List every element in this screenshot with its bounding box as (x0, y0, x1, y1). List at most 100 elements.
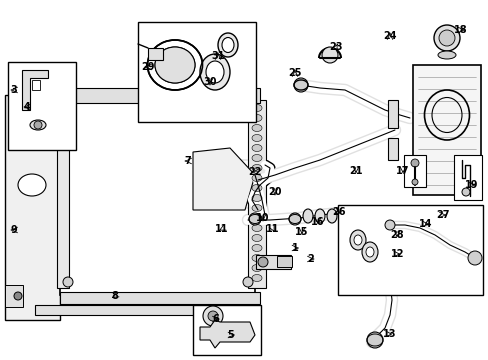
Bar (453, 155, 481, 200)
Circle shape (63, 103, 73, 113)
Circle shape (243, 277, 252, 287)
Ellipse shape (365, 247, 373, 257)
Text: 27: 27 (435, 210, 449, 220)
Ellipse shape (251, 165, 262, 171)
Text: 16: 16 (311, 217, 324, 227)
Ellipse shape (251, 194, 262, 202)
Ellipse shape (326, 209, 336, 223)
Ellipse shape (361, 242, 377, 262)
Circle shape (248, 213, 261, 225)
Circle shape (203, 306, 223, 326)
Ellipse shape (251, 274, 262, 282)
Ellipse shape (251, 244, 262, 252)
Circle shape (14, 292, 22, 300)
Ellipse shape (303, 209, 312, 223)
Text: 24: 24 (383, 31, 396, 41)
Bar (387, 100, 397, 128)
Bar (403, 155, 425, 187)
Ellipse shape (251, 135, 262, 141)
Bar (256, 255, 290, 269)
Bar (138, 22, 256, 122)
Text: 5: 5 (227, 330, 234, 340)
Circle shape (461, 188, 469, 196)
Text: 21: 21 (348, 166, 362, 176)
Ellipse shape (251, 104, 262, 112)
Text: 6: 6 (212, 314, 219, 324)
Ellipse shape (155, 47, 195, 83)
Circle shape (433, 25, 459, 51)
Circle shape (258, 257, 267, 267)
Circle shape (438, 30, 454, 46)
Circle shape (278, 258, 285, 266)
Circle shape (207, 311, 218, 321)
Ellipse shape (251, 255, 262, 261)
Text: 11: 11 (215, 224, 228, 234)
Bar (247, 100, 265, 288)
Bar (60, 292, 260, 304)
Ellipse shape (18, 174, 46, 196)
Ellipse shape (251, 215, 262, 221)
Circle shape (288, 213, 301, 225)
Bar (387, 138, 397, 160)
Bar (148, 48, 163, 60)
Text: 4: 4 (23, 102, 30, 112)
Circle shape (467, 251, 481, 265)
Text: 29: 29 (141, 62, 154, 72)
Text: 8: 8 (111, 291, 118, 301)
Text: 13: 13 (383, 329, 396, 339)
Bar (5, 285, 23, 307)
Circle shape (243, 103, 252, 113)
Text: 26: 26 (331, 207, 345, 217)
Text: 18: 18 (453, 25, 467, 35)
Text: 19: 19 (464, 180, 478, 190)
Bar (5, 95, 60, 320)
Ellipse shape (251, 125, 262, 131)
Circle shape (411, 179, 417, 185)
Text: 3: 3 (11, 85, 18, 95)
Text: 25: 25 (287, 68, 301, 78)
Ellipse shape (251, 175, 262, 181)
Ellipse shape (251, 184, 262, 192)
Text: 17: 17 (395, 166, 409, 176)
Text: 14: 14 (418, 219, 432, 229)
Ellipse shape (251, 154, 262, 162)
Ellipse shape (349, 230, 365, 250)
Ellipse shape (251, 265, 262, 271)
Ellipse shape (251, 204, 262, 211)
Bar (8, 62, 76, 150)
Polygon shape (22, 70, 48, 110)
Circle shape (321, 47, 337, 63)
Ellipse shape (222, 37, 234, 53)
Text: 12: 12 (390, 249, 404, 259)
Text: 15: 15 (295, 227, 308, 237)
Text: 23: 23 (328, 42, 342, 52)
Ellipse shape (437, 51, 455, 59)
Polygon shape (200, 320, 254, 348)
Ellipse shape (251, 114, 262, 122)
Bar (18, 120, 32, 134)
Text: 10: 10 (256, 213, 269, 223)
Circle shape (384, 220, 394, 230)
Text: 30: 30 (203, 77, 216, 87)
Text: 2: 2 (307, 254, 314, 264)
Bar (57, 100, 69, 288)
Text: 22: 22 (248, 167, 261, 177)
Text: 11: 11 (265, 224, 279, 234)
Text: 1: 1 (291, 243, 298, 253)
Text: 28: 28 (389, 230, 403, 240)
Circle shape (410, 159, 418, 167)
Bar (60, 88, 260, 103)
Ellipse shape (30, 120, 46, 130)
Bar (276, 256, 291, 267)
Circle shape (63, 277, 73, 287)
Bar (337, 205, 482, 295)
Bar (60, 95, 254, 295)
Text: 20: 20 (268, 187, 281, 197)
Text: 7: 7 (184, 156, 191, 166)
Text: 9: 9 (11, 225, 18, 235)
Ellipse shape (218, 33, 238, 57)
Bar (35, 305, 254, 315)
Ellipse shape (251, 144, 262, 152)
Bar (32, 80, 40, 90)
Ellipse shape (353, 235, 361, 245)
